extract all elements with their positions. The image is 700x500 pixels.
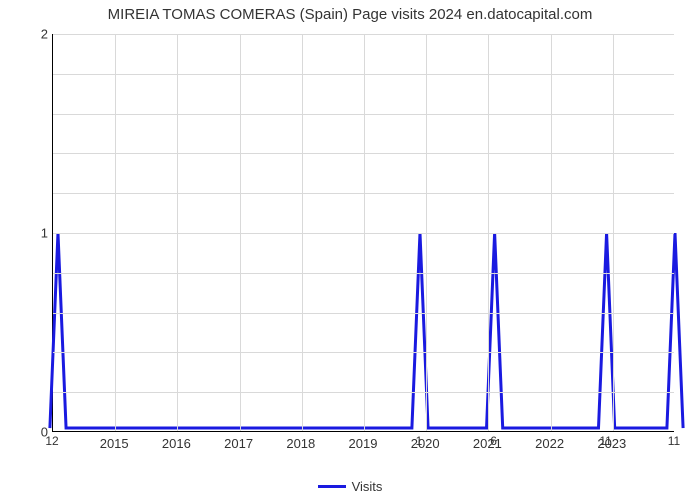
data-point-label: 6	[490, 434, 497, 448]
legend-label: Visits	[352, 479, 383, 494]
x-tick-label: 2022	[535, 436, 564, 451]
x-tick-label: 2019	[349, 436, 378, 451]
data-point-label: 12	[45, 434, 58, 448]
x-tick-label: 2015	[100, 436, 129, 451]
gridline-v	[488, 34, 489, 431]
gridline-v	[177, 34, 178, 431]
x-tick-label: 2021	[473, 436, 502, 451]
data-point-label: 11	[668, 434, 680, 448]
y-tick-label: 0	[8, 425, 48, 440]
gridline-v	[115, 34, 116, 431]
legend-swatch	[318, 485, 346, 488]
gridline-v	[240, 34, 241, 431]
gridline-v	[551, 34, 552, 431]
x-tick-label: 2017	[224, 436, 253, 451]
data-point-label: 1	[416, 434, 423, 448]
legend: Visits	[0, 478, 700, 494]
y-tick-label: 1	[8, 226, 48, 241]
x-tick-label: 2018	[286, 436, 315, 451]
x-tick-label: 2016	[162, 436, 191, 451]
plot-area	[52, 34, 674, 432]
chart-title: MIREIA TOMAS COMERAS (Spain) Page visits…	[0, 6, 700, 23]
gridline-v	[364, 34, 365, 431]
chart-container: MIREIA TOMAS COMERAS (Spain) Page visits…	[0, 0, 700, 500]
gridline-v	[426, 34, 427, 431]
y-tick-label: 2	[8, 27, 48, 42]
gridline-v	[613, 34, 614, 431]
data-point-label: 11	[599, 434, 611, 448]
gridline-v	[302, 34, 303, 431]
